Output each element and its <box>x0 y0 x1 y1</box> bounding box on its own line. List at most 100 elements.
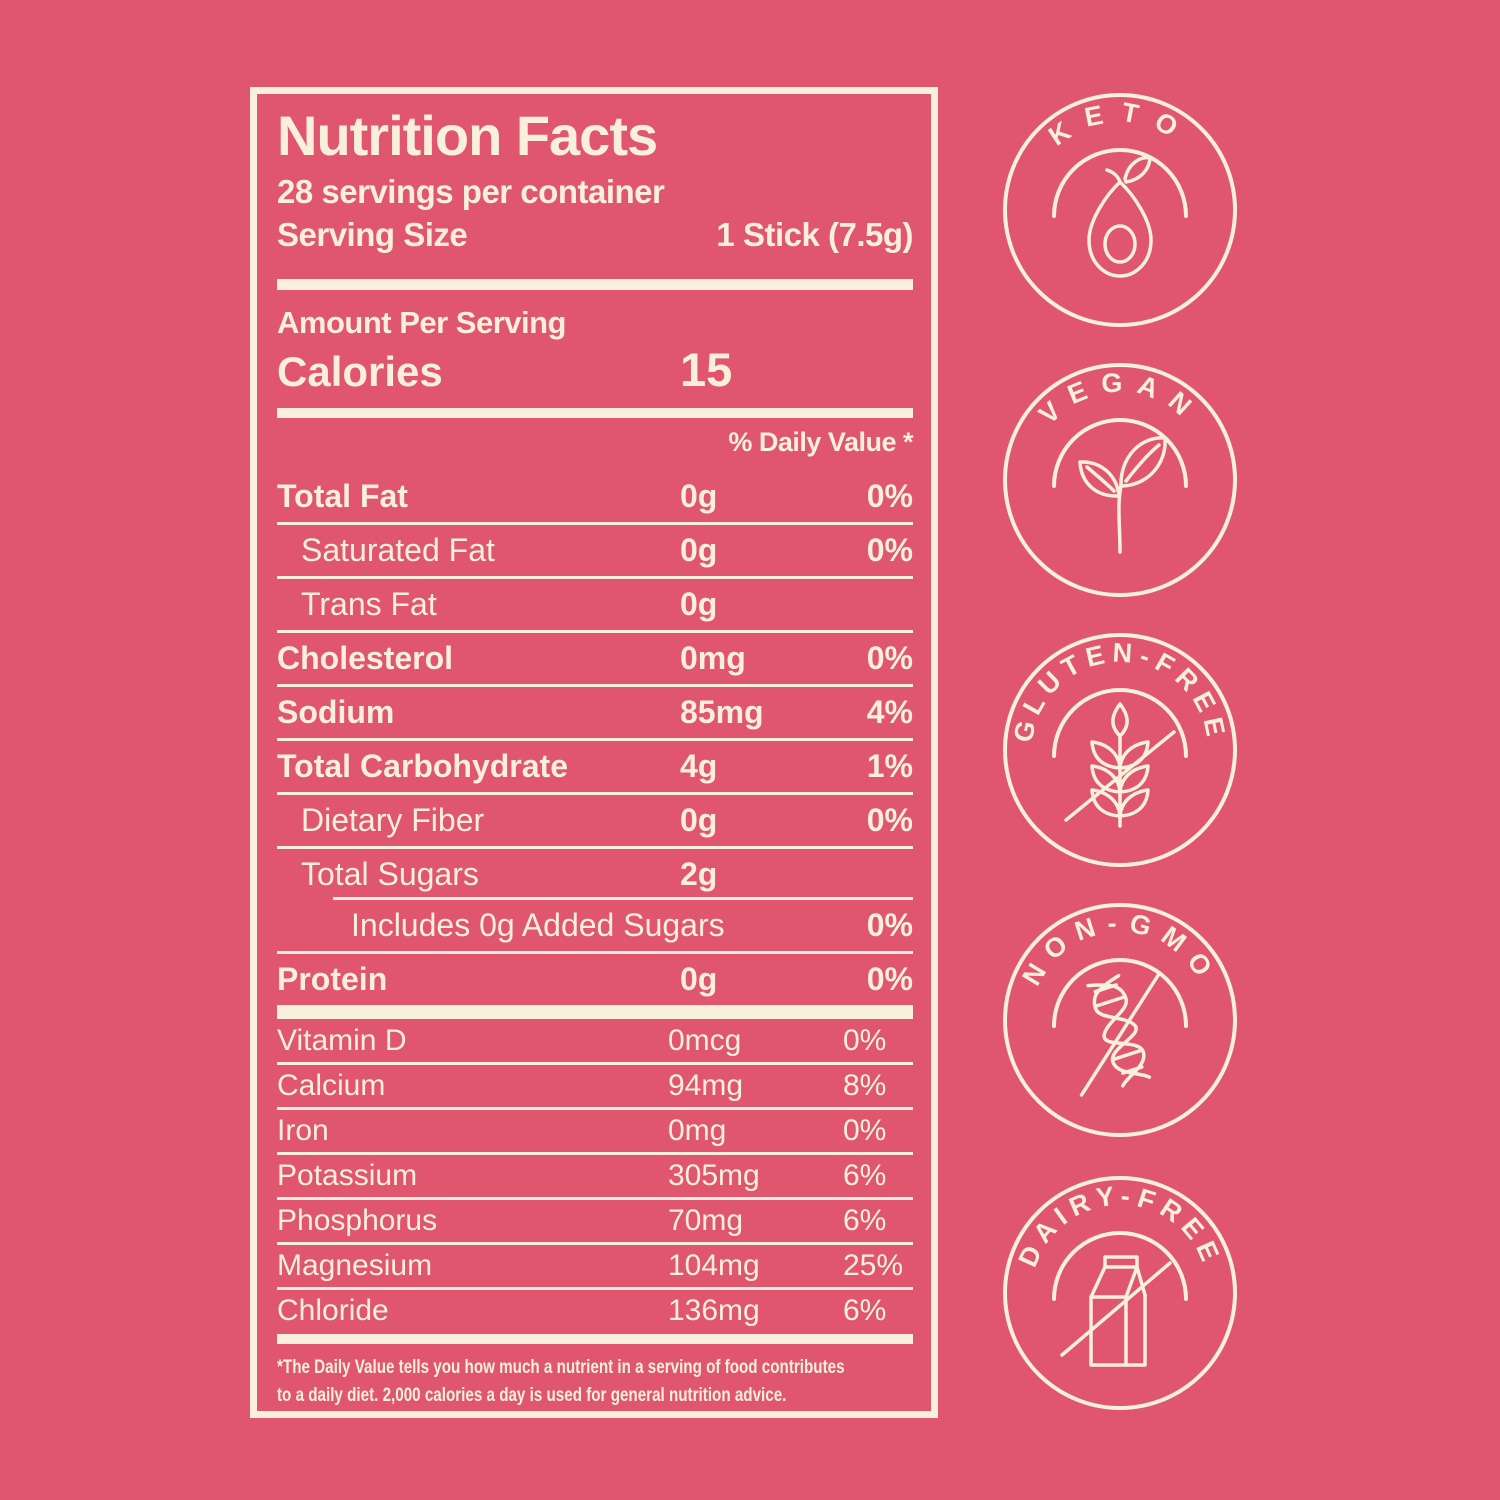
nutrient-row: Total Sugars 2g <box>277 846 913 900</box>
serving-size-value: 1 Stick (7.5g) <box>716 216 913 254</box>
badge-keto: KETO <box>1002 92 1238 328</box>
mineral-name: Magnesium <box>277 1249 433 1283</box>
calories-row: Calories 15 <box>277 342 913 397</box>
daily-value-header: % Daily Value * <box>728 427 913 458</box>
mineral-rows: Vitamin D 0mcg 0% Calcium 94mg 8% Iron 0… <box>277 1020 913 1332</box>
label-title: Nutrition Facts <box>277 104 658 167</box>
divider-bar <box>277 408 913 419</box>
mineral-amount: 104mg <box>668 1249 760 1283</box>
calories-value: 15 <box>680 343 733 397</box>
mineral-dv: 0% <box>843 1114 887 1148</box>
nutrient-amount: 0g <box>680 961 718 998</box>
badge-outer-ring <box>1003 1176 1237 1410</box>
nutrient-name: Protein <box>277 961 388 998</box>
nutrient-dv: 0% <box>866 478 913 515</box>
mineral-amount: 305mg <box>668 1159 760 1193</box>
nutrient-dv: 0% <box>866 961 913 998</box>
serving-size-row: Serving Size 1 Stick (7.5g) <box>277 216 913 254</box>
mineral-amount: 136mg <box>668 1294 760 1328</box>
nutrient-row: Saturated Fat 0g 0% <box>277 522 913 576</box>
mineral-name: Chloride <box>277 1294 389 1328</box>
badge-inner-arc <box>1052 1231 1188 1301</box>
mineral-amount: 0mcg <box>668 1024 742 1058</box>
mineral-row: Vitamin D 0mcg 0% <box>277 1020 913 1062</box>
nutrient-row: Total Fat 0g 0% <box>277 471 913 522</box>
mineral-name: Iron <box>277 1114 329 1148</box>
amount-per-serving: Amount Per Serving <box>277 305 567 341</box>
badge-gluten-free: GLUTEN-FREE <box>1002 632 1238 868</box>
badge-vegan: VEGAN <box>1002 362 1238 598</box>
nutrient-row: Cholesterol 0mg 0% <box>277 630 913 684</box>
nutrient-amount: 0mg <box>680 640 746 677</box>
nutrient-name: Cholesterol <box>277 640 454 677</box>
svg-text:NON-GMO: NON-GMO <box>1016 908 1223 991</box>
mineral-dv: 25% <box>843 1249 904 1283</box>
nutrient-amount: 0g <box>680 802 718 839</box>
mineral-name: Vitamin D <box>277 1024 407 1058</box>
serving-size-label: Serving Size <box>277 216 468 254</box>
badge-label: KETO <box>1043 97 1180 152</box>
nutrient-dv: 1% <box>866 748 913 785</box>
mineral-row: Potassium 305mg 6% <box>277 1152 913 1197</box>
nutrient-dv: 0% <box>866 532 913 569</box>
nutrient-row: Trans Fat 0g <box>277 576 913 630</box>
nutrient-amount: 2g <box>680 856 718 893</box>
nutrient-rows: Total Fat 0g 0% Saturated Fat 0g 0% Tran… <box>277 471 913 1005</box>
badge-inner-arc <box>1052 958 1188 1028</box>
daily-value-footnote: *The Daily Value tells you how much a nu… <box>277 1354 913 1409</box>
nutrient-name: Total Sugars <box>301 856 479 893</box>
divider-bar <box>277 1005 913 1020</box>
mineral-name: Potassium <box>277 1159 418 1193</box>
nutrient-name: Trans Fat <box>301 586 437 623</box>
nutrient-amount: 85mg <box>680 694 764 731</box>
nutrient-name: Total Carbohydrate <box>277 748 568 785</box>
mineral-row: Calcium 94mg 8% <box>277 1062 913 1107</box>
nutrient-dv: 4% <box>866 694 913 731</box>
nutrient-amount: 0g <box>680 532 718 569</box>
badge-outer-ring <box>1003 363 1237 597</box>
nutrient-name: Total Fat <box>277 478 408 515</box>
nutrient-row: Total Carbohydrate 4g 1% <box>277 738 913 792</box>
badge-dairy-free: DAIRY-FREE <box>1002 1175 1238 1411</box>
mineral-dv: 6% <box>843 1204 887 1238</box>
avocado-icon <box>1087 155 1153 278</box>
nutrient-row: Protein 0g 0% <box>277 951 913 1005</box>
mineral-name: Phosphorus <box>277 1204 438 1238</box>
nutrient-name: Dietary Fiber <box>301 802 485 839</box>
mineral-dv: 6% <box>843 1294 887 1328</box>
nutrient-dv: 0% <box>866 907 913 944</box>
mineral-dv: 0% <box>843 1024 887 1058</box>
badge-outer-ring <box>1003 93 1237 327</box>
badge-inner-arc <box>1052 688 1188 758</box>
nutrient-dv: 0% <box>866 640 913 677</box>
badge-inner-arc <box>1052 148 1188 218</box>
nutrient-name: Includes 0g Added Sugars <box>351 907 725 944</box>
indented-divider <box>333 897 913 901</box>
slash-line <box>1060 1261 1172 1357</box>
badge-inner-arc <box>1052 418 1188 488</box>
mineral-dv: 6% <box>843 1159 887 1193</box>
mineral-name: Calcium <box>277 1069 386 1103</box>
badge-non-gmo: NON-GMO <box>1002 902 1238 1138</box>
servings-per-container: 28 servings per container <box>277 173 665 211</box>
nutrient-amount: 0g <box>680 478 718 515</box>
milk-carton-crossed-icon <box>1060 1255 1172 1367</box>
svg-text:KETO: KETO <box>1043 97 1196 152</box>
divider-bar <box>277 279 913 291</box>
sprout-icon <box>1078 436 1167 554</box>
nutrient-name: Saturated Fat <box>301 532 495 569</box>
mineral-amount: 94mg <box>668 1069 744 1103</box>
mineral-row: Iron 0mg 0% <box>277 1107 913 1152</box>
mineral-amount: 0mg <box>668 1114 727 1148</box>
badge-outer-ring <box>1003 633 1237 867</box>
slash-line <box>1064 730 1176 822</box>
mineral-row: Magnesium 104mg 25% <box>277 1242 913 1287</box>
nutrient-amount: 4g <box>680 748 718 785</box>
slash-line <box>1079 971 1162 1097</box>
nutrition-facts-label: Nutrition Facts 28 servings per containe… <box>250 87 938 1418</box>
nutrient-dv: 0% <box>866 802 913 839</box>
nutrient-row: Dietary Fiber 0g 0% <box>277 792 913 846</box>
mineral-row: Chloride 136mg 6% <box>277 1287 913 1332</box>
mineral-row: Phosphorus 70mg 6% <box>277 1197 913 1242</box>
wheat-crossed-icon <box>1064 702 1176 828</box>
